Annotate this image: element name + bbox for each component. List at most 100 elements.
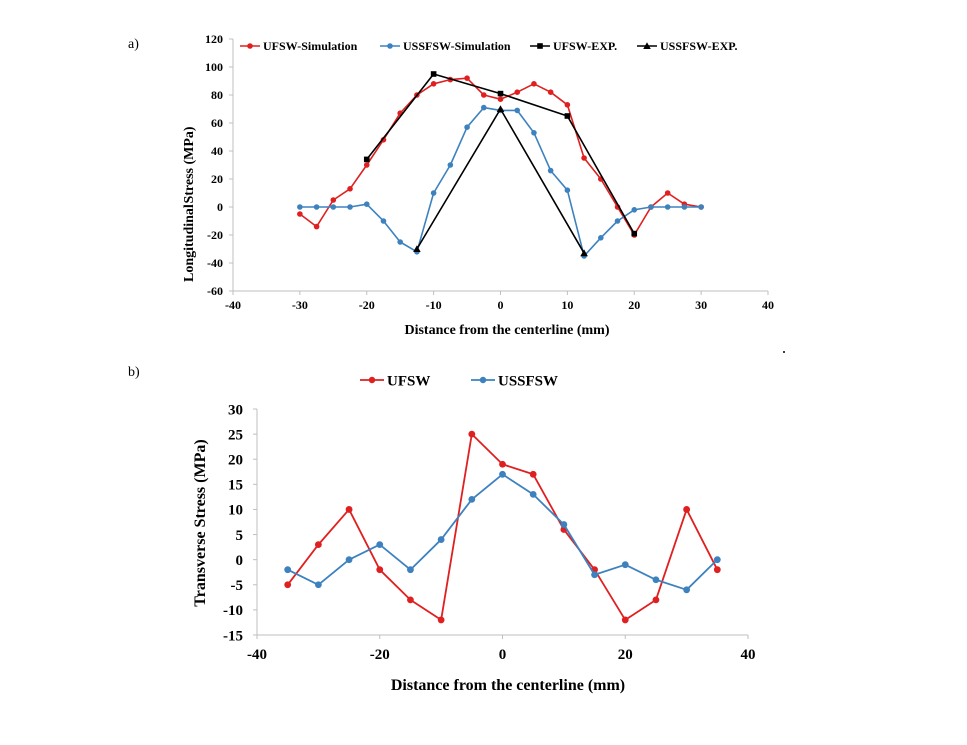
chart-b-point-ufsw xyxy=(621,616,629,624)
chart-a-point-ussfsw-simulation xyxy=(380,218,387,224)
legend-swatch-marker xyxy=(368,376,376,384)
chart-a-x-axis-title: Distance from the centerline (mm) xyxy=(404,323,609,338)
chart-b-point-ussfsw xyxy=(683,586,691,594)
chart-a-y-axis-title-part1: Longitudinal xyxy=(182,204,197,282)
chart-b-point-ussfsw xyxy=(314,581,322,589)
chart-b-point-ufsw xyxy=(376,566,384,574)
chart-a-point-ussfsw-simulation xyxy=(347,204,353,210)
chart-b-series-ufsw xyxy=(284,430,721,624)
chart-b-point-ufsw xyxy=(529,470,537,478)
legend-label: UFSW xyxy=(387,373,430,389)
chart-a-x-tick-label: -40 xyxy=(225,298,241,312)
chart-b-y-tick-label: 25 xyxy=(228,427,243,443)
chart-a-point-ufsw-simulation xyxy=(347,186,353,192)
chart-b-y-tick-label: 20 xyxy=(228,452,243,468)
chart-a-point-ufsw-exp xyxy=(430,71,437,77)
chart-a-point-ufsw-simulation xyxy=(531,81,537,87)
legend-label: USSFSW-Simulation xyxy=(403,39,511,53)
a-legend-entry-ussfsw-simulation: USSFSW-Simulation xyxy=(380,39,511,53)
chart-a-y-tick-label: 60 xyxy=(211,116,223,130)
legend-label: UFSW-Simulation xyxy=(263,39,358,53)
chart-a-point-ufsw-simulation xyxy=(313,223,320,230)
chart-a-point-ussfsw-simulation xyxy=(664,204,671,210)
chart-a-line-ussfsw-simulation xyxy=(299,106,702,257)
chart-a-x-tick-label: -30 xyxy=(292,298,308,312)
chart-a-point-ussfsw-exp xyxy=(496,105,505,113)
chart-a-point-ufsw-simulation xyxy=(564,102,571,108)
chart-a-series-ufsw-exp xyxy=(363,71,638,237)
chart-a-point-ufsw-simulation xyxy=(480,92,487,98)
chart-b-point-ussfsw xyxy=(407,566,414,574)
b-legend-entry-ufsw: UFSW xyxy=(360,373,430,389)
chart-a-point-ussfsw-simulation xyxy=(598,235,604,241)
chart-b-y-tick-label: 15 xyxy=(228,478,243,494)
chart-b-x-tick-label: -20 xyxy=(370,647,390,663)
a-legend-entry-ussfsw-exp: USSFSW-EXP. xyxy=(637,39,737,53)
chart-b-point-ufsw xyxy=(284,581,292,589)
legend-label: UFSW-EXP. xyxy=(553,39,617,53)
chart-a-point-ufsw-simulation xyxy=(581,155,587,161)
legend-swatch-marker xyxy=(247,43,253,49)
chart-a-y-tick-label: 120 xyxy=(205,32,223,46)
chart-b-y-axis-title: Transverse Stress (MPa) xyxy=(192,439,209,606)
chart-a-y-axis-title-part2: Stress (MPa) xyxy=(182,126,197,203)
chart-b-y-tick-label: 10 xyxy=(228,503,243,519)
chart-b-axes xyxy=(256,409,748,636)
chart-b-point-ufsw xyxy=(713,566,721,574)
chart-a-point-ussfsw-simulation xyxy=(430,190,437,196)
chart-a-point-ussfsw-simulation xyxy=(698,204,704,210)
chart-a-point-ussfsw-simulation xyxy=(397,239,403,245)
chart-a-point-ufsw-simulation xyxy=(330,197,337,203)
chart-b-point-ufsw xyxy=(437,616,445,624)
chart-a-y-tick-label: 20 xyxy=(211,172,223,186)
chart-b-x-axis-title: Distance from the centerline (mm) xyxy=(391,677,625,694)
chart-b-point-ufsw xyxy=(499,460,506,468)
chart-a-point-ufsw-exp xyxy=(497,90,504,97)
chart-a-y-tick-label: 40 xyxy=(211,144,223,158)
chart-a-point-ussfsw-exp xyxy=(413,245,421,253)
chart-b-point-ussfsw xyxy=(621,561,629,569)
chart-a-point-ufsw-exp xyxy=(564,113,571,119)
chart-b-point-ussfsw xyxy=(713,556,721,564)
panel-label-b: b) xyxy=(128,365,140,380)
chart-b-y-tick-label: 0 xyxy=(236,553,244,569)
chart-a-x-tick-label: 20 xyxy=(628,298,640,312)
chart-b-point-ussfsw xyxy=(376,541,384,548)
chart-a-point-ufsw-simulation xyxy=(297,211,303,217)
chart-b-series-ussfsw xyxy=(284,470,721,594)
panel-label-a: a) xyxy=(128,37,139,52)
chart-b-line-ussfsw xyxy=(287,473,718,591)
chart-a-point-ussfsw-simulation xyxy=(648,204,654,210)
chart-b-point-ufsw xyxy=(314,541,322,548)
chart-a-point-ussfsw-simulation xyxy=(514,107,521,114)
chart-a-point-ufsw-simulation xyxy=(380,137,387,143)
legend-swatch-marker xyxy=(643,42,651,50)
chart-a-point-ufsw-simulation xyxy=(464,75,470,81)
chart-a-y-tick-label: 100 xyxy=(205,60,223,74)
chart-a-y-tick-label: 0 xyxy=(217,200,223,214)
chart-a-point-ufsw-simulation xyxy=(363,162,370,168)
chart-a-point-ussfsw-simulation xyxy=(464,124,470,130)
b-legend-entry-ussfsw: USSFSW xyxy=(471,373,558,389)
chart-b-point-ussfsw xyxy=(284,566,292,574)
a-legend-entry-ufsw-exp: UFSW-EXP. xyxy=(530,39,617,53)
chart-b-point-ussfsw xyxy=(591,571,598,579)
chart-a-x-tick-label: 10 xyxy=(561,298,573,312)
chart-a-point-ussfsw-simulation xyxy=(480,104,487,111)
chart-a-x-tick-label: -10 xyxy=(426,298,442,312)
stray-dot xyxy=(783,351,785,353)
chart-b-point-ufsw xyxy=(407,596,414,604)
chart-b-ticks: -15 -10 -5 0 5 10 15 20 25 30 -40 -20 0 20 40 xyxy=(223,402,756,663)
chart-a-series-ussfsw-simulation xyxy=(297,104,704,259)
chart-b-point-ussfsw xyxy=(529,490,537,498)
chart-b-y-tick-label: -5 xyxy=(231,578,244,594)
legend-swatch-marker xyxy=(387,43,393,49)
chart-b-y-tick-label: -15 xyxy=(223,628,243,644)
legend-swatch-marker xyxy=(479,376,487,384)
chart-a-axes xyxy=(232,39,768,292)
chart-a-y-tick-label: 80 xyxy=(211,88,223,102)
chart-b-point-ussfsw xyxy=(468,496,476,503)
chart-a-point-ussfsw-simulation xyxy=(681,204,688,210)
